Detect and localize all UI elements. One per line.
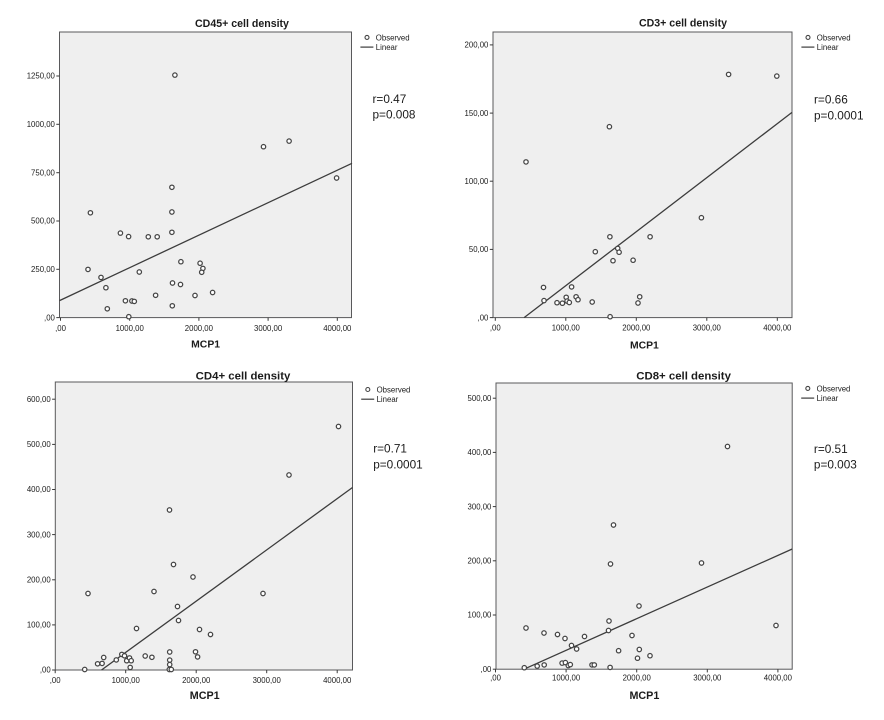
svg-text:300,00: 300,00 <box>27 530 52 539</box>
svg-text:400,00: 400,00 <box>27 485 52 494</box>
svg-text:Linear: Linear <box>377 395 399 404</box>
svg-text:p=0.0001: p=0.0001 <box>373 458 423 472</box>
svg-text:500,00: 500,00 <box>31 217 56 226</box>
svg-text:1000,00: 1000,00 <box>552 673 581 682</box>
svg-text:100,00: 100,00 <box>27 621 52 630</box>
svg-text:3000,00: 3000,00 <box>253 676 282 685</box>
svg-text:CD8+ cell density: CD8+ cell density <box>636 370 731 382</box>
svg-text:1000,00: 1000,00 <box>27 120 56 129</box>
svg-text:CD3+ cell density: CD3+ cell density <box>639 17 727 29</box>
svg-text:4000,00: 4000,00 <box>323 324 352 333</box>
svg-text:2000,00: 2000,00 <box>185 324 214 333</box>
svg-text:CD4+ cell density: CD4+ cell density <box>196 370 291 382</box>
svg-text:r=0.47: r=0.47 <box>373 92 407 106</box>
svg-text:1250,00: 1250,00 <box>27 72 56 81</box>
svg-text:Linear: Linear <box>817 394 839 403</box>
svg-text:4000,00: 4000,00 <box>323 676 352 685</box>
svg-text:p=0.0001: p=0.0001 <box>814 109 864 123</box>
svg-text:3000,00: 3000,00 <box>693 673 722 682</box>
svg-text:MCP1: MCP1 <box>190 690 220 702</box>
svg-text:p=0.008: p=0.008 <box>373 107 416 121</box>
svg-text:750,00: 750,00 <box>31 168 56 177</box>
svg-text:400,00: 400,00 <box>468 448 493 457</box>
svg-text:200,00: 200,00 <box>465 41 490 50</box>
svg-text:100,00: 100,00 <box>468 611 493 620</box>
svg-text:2000,00: 2000,00 <box>182 676 211 685</box>
svg-text:,00: ,00 <box>55 324 67 333</box>
svg-text:Observed: Observed <box>377 386 411 395</box>
svg-text:r=0.71: r=0.71 <box>373 442 407 456</box>
svg-text:,00: ,00 <box>478 313 490 322</box>
svg-text:500,00: 500,00 <box>468 394 493 403</box>
svg-text:p=0.003: p=0.003 <box>814 458 857 472</box>
svg-text:MCP1: MCP1 <box>191 340 220 351</box>
svg-text:4000,00: 4000,00 <box>764 673 793 682</box>
svg-text:Observed: Observed <box>817 34 851 43</box>
svg-text:Observed: Observed <box>376 34 410 43</box>
svg-text:50,00: 50,00 <box>469 245 489 254</box>
svg-text:1000,00: 1000,00 <box>116 324 145 333</box>
svg-text:r=0.51: r=0.51 <box>814 442 848 456</box>
svg-text:150,00: 150,00 <box>465 109 490 118</box>
svg-text:2000,00: 2000,00 <box>622 324 651 333</box>
svg-text:300,00: 300,00 <box>468 502 493 511</box>
svg-text:,00: ,00 <box>490 324 502 333</box>
svg-text:3000,00: 3000,00 <box>693 324 722 333</box>
svg-text:,00: ,00 <box>40 666 52 675</box>
svg-text:,00: ,00 <box>490 673 502 682</box>
svg-text:200,00: 200,00 <box>27 576 52 585</box>
svg-text:r=0.66: r=0.66 <box>814 93 848 107</box>
svg-text:250,00: 250,00 <box>31 265 56 274</box>
svg-text:CD45+ cell density: CD45+ cell density <box>195 18 289 30</box>
svg-text:3000,00: 3000,00 <box>254 324 283 333</box>
svg-text:1000,00: 1000,00 <box>112 676 141 685</box>
svg-text:4000,00: 4000,00 <box>763 324 792 333</box>
svg-text:2000,00: 2000,00 <box>623 673 652 682</box>
svg-text:Observed: Observed <box>817 385 851 394</box>
svg-text:,00: ,00 <box>44 313 56 322</box>
svg-text:,00: ,00 <box>50 676 62 685</box>
svg-text:500,00: 500,00 <box>27 440 52 449</box>
svg-text:100,00: 100,00 <box>465 177 490 186</box>
svg-text:1000,00: 1000,00 <box>552 324 581 333</box>
svg-text:200,00: 200,00 <box>468 557 493 566</box>
svg-text:MCP1: MCP1 <box>630 340 659 351</box>
svg-text:MCP1: MCP1 <box>629 690 659 702</box>
svg-text:Linear: Linear <box>817 43 839 52</box>
svg-text:Linear: Linear <box>376 43 398 52</box>
svg-text:,00: ,00 <box>481 665 493 674</box>
svg-text:600,00: 600,00 <box>27 395 52 404</box>
